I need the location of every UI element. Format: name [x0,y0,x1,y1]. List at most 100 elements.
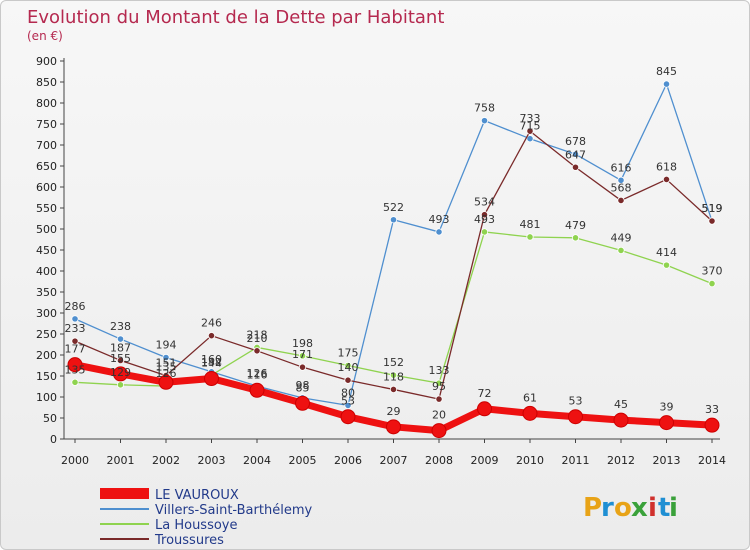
data-point [431,423,447,439]
logo-letter: x [631,493,648,523]
data-label: 194 [156,339,177,352]
data-label: 233 [65,322,86,335]
data-label: 481 [520,218,541,231]
data-label: 72 [478,387,492,400]
data-point [344,376,352,384]
data-label: 126 [156,367,177,380]
y-tick-label: 550 [36,202,57,215]
data-point [480,117,489,125]
data-label: 534 [474,196,495,209]
data-label: 171 [292,348,313,361]
data-point [477,401,492,417]
data-point [662,175,671,184]
data-label: 198 [292,337,313,350]
y-tick-label: 200 [36,349,57,362]
data-label: 568 [611,181,632,194]
x-tick-label: 2013 [653,454,681,467]
y-tick-label: 350 [36,286,57,299]
x-tick-label: 2001 [107,454,135,467]
y-tick-label: 300 [36,307,57,320]
data-point [386,419,401,435]
data-point [480,228,489,236]
data-label: 493 [429,213,450,226]
data-label: 210 [247,332,268,345]
data-label: 160 [201,353,222,366]
data-point [162,353,170,362]
data-label: 758 [474,102,495,115]
series-le-vauroux [67,357,720,439]
data-point [71,315,79,323]
data-label: 116 [247,368,268,381]
logo-letter: P [583,493,602,523]
legend-item: Villers-Saint-Barthélemy [100,503,312,518]
x-tick-label: 2014 [698,454,726,467]
data-label: 152 [201,356,222,369]
data-point [295,395,310,411]
data-label: 45 [614,398,628,411]
chart-subtitle: (en €) [27,29,63,43]
data-point [659,415,674,431]
logo-letter: o [614,493,632,523]
data-point [708,217,716,225]
data-point [435,379,443,387]
data-point [708,279,716,288]
data-label: 493 [474,213,495,226]
data-point [71,378,79,386]
x-tick-label: 2006 [334,454,362,467]
legend-label: La Houssoye [155,518,238,533]
y-tick-label: 250 [36,328,57,341]
data-label: 39 [660,401,674,414]
data-label: 522 [383,201,404,214]
data-point [158,374,174,390]
data-label: 519 [702,202,723,215]
y-tick-label: 50 [43,412,57,425]
data-label: 140 [338,361,359,374]
data-point [116,381,125,389]
y-tick-label: 700 [36,139,57,152]
data-label: 177 [65,343,86,356]
data-label: 678 [565,135,586,148]
x-tick-label: 2002 [152,454,180,467]
data-point [340,409,356,425]
data-label: 133 [429,364,450,377]
data-label: 286 [65,300,86,313]
data-point [526,233,534,241]
data-point [571,150,580,158]
data-label: 618 [656,160,677,173]
data-point [389,371,398,379]
data-label: 616 [611,161,632,174]
data-label: 144 [201,357,222,370]
data-label: 370 [702,265,723,278]
y-tick-label: 400 [36,265,57,278]
y-tick-label: 650 [36,160,57,173]
data-label: 95 [432,380,446,393]
data-point [344,401,352,409]
plot-area: 286 238 194 160 126 98 80 522 493 758 715 678 616 845… [65,65,723,439]
y-tick-label: 100 [36,391,57,404]
data-label: 98 [296,379,310,392]
chart-title: Evolution du Montant de la Dette par Hab… [27,7,444,28]
data-label: 85 [296,381,310,394]
y-tick-label: 150 [36,370,57,383]
data-point [526,127,534,135]
data-point [71,337,79,345]
data-label: 449 [611,231,632,244]
data-label: 53 [341,395,355,408]
data-label: 33 [705,403,719,416]
data-point [389,216,398,224]
data-point [568,409,583,425]
data-point [204,371,219,387]
x-tick-label: 2004 [243,454,271,467]
y-tick-label: 450 [36,244,57,257]
data-point [522,405,538,421]
legend-item: La Houssoye [100,518,238,533]
data-label: 155 [110,352,131,365]
data-label: 151 [156,357,177,370]
data-label: 845 [656,65,677,78]
data-point [249,382,265,398]
logo-letter: i [648,493,657,523]
data-point [617,176,625,184]
data-point [344,361,352,370]
